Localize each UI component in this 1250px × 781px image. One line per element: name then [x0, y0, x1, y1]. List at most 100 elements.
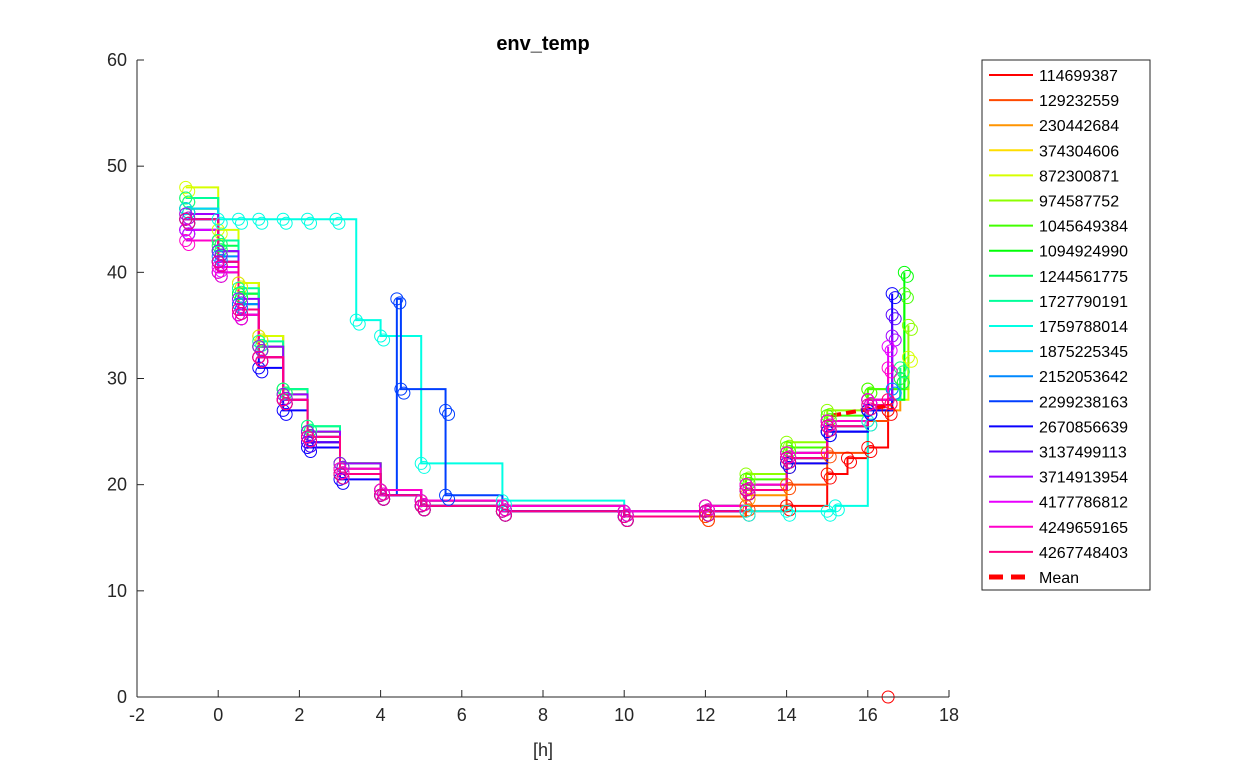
data-point-marker — [214, 237, 228, 251]
data-point-marker — [255, 354, 269, 368]
data-point-marker — [255, 365, 269, 379]
data-point-marker — [820, 446, 834, 460]
data-point-marker — [417, 460, 431, 474]
data-point-marker — [214, 216, 228, 230]
data-point-marker — [179, 233, 193, 247]
data-point-marker — [780, 478, 794, 492]
data-point-marker — [252, 329, 266, 343]
data-point-marker — [279, 407, 293, 421]
data-point-marker — [374, 329, 388, 343]
data-point-marker — [182, 237, 196, 251]
data-point-marker — [179, 207, 193, 221]
data-point-marker — [301, 419, 315, 433]
data-point-marker — [211, 233, 225, 247]
data-point-marker — [901, 318, 915, 332]
data-point-marker — [279, 216, 293, 230]
data-point-marker — [390, 292, 404, 306]
data-point-marker — [897, 265, 911, 279]
data-point-marker — [739, 499, 753, 513]
data-point-marker — [780, 451, 794, 465]
data-point-marker — [739, 483, 753, 497]
data-point-marker — [495, 504, 509, 518]
data-point-marker — [783, 455, 797, 469]
series-line — [185, 218, 890, 518]
data-point-marker — [841, 451, 854, 465]
data-point-marker — [739, 467, 753, 481]
data-point-marker — [232, 292, 245, 306]
data-point-marker — [304, 445, 318, 459]
data-point-marker — [374, 488, 388, 502]
data-point-marker — [864, 418, 878, 432]
data-point-marker — [179, 212, 193, 226]
x-tick-label: 6 — [457, 705, 467, 725]
y-tick-label: 40 — [107, 262, 127, 282]
data-point-marker — [881, 393, 895, 407]
legend-label: 1875225345 — [1039, 344, 1128, 361]
data-point-marker — [276, 382, 290, 396]
data-point-marker — [252, 340, 266, 354]
data-point-marker — [393, 296, 407, 310]
data-point-marker — [349, 313, 363, 327]
data-point-marker — [214, 259, 228, 273]
data-point-marker — [823, 471, 837, 485]
data-point-marker — [820, 414, 834, 428]
data-point-marker — [232, 302, 245, 316]
data-point-marker — [881, 403, 895, 417]
x-tick-label: 2 — [294, 705, 304, 725]
data-point-marker — [888, 291, 902, 305]
data-point-marker — [276, 387, 290, 401]
data-point-marker — [304, 439, 318, 453]
data-point-marker — [881, 361, 895, 375]
data-point-marker — [828, 499, 842, 513]
data-point-marker — [235, 285, 248, 299]
data-point-marker — [884, 344, 898, 358]
data-point-marker — [884, 365, 898, 379]
data-point-marker — [279, 397, 293, 411]
data-point-marker — [336, 471, 350, 485]
data-point-marker — [211, 265, 225, 279]
series-line — [185, 218, 869, 513]
data-point-marker — [214, 248, 228, 262]
data-point-marker — [214, 269, 228, 283]
data-point-marker — [864, 402, 878, 416]
data-point-marker — [780, 499, 794, 513]
data-point-marker — [333, 456, 347, 470]
data-point-marker — [182, 184, 196, 198]
data-point-marker — [861, 398, 875, 412]
data-point-marker — [439, 403, 453, 417]
y-tick-label: 10 — [107, 581, 127, 601]
data-point-marker — [904, 322, 918, 336]
data-point-marker — [235, 296, 248, 310]
data-point-marker — [893, 372, 907, 385]
legend-label: 4267748403 — [1039, 545, 1128, 562]
data-point-marker — [214, 227, 228, 241]
data-point-marker — [252, 212, 266, 226]
data-point-marker — [182, 227, 196, 241]
data-point-marker — [252, 334, 266, 348]
data-point-marker — [888, 312, 902, 326]
data-point-marker — [301, 212, 315, 226]
legend-label: Mean — [1039, 570, 1079, 587]
data-point-marker — [820, 419, 834, 433]
y-tick-label: 20 — [107, 475, 127, 495]
data-point-marker — [617, 510, 631, 524]
data-point-marker — [780, 441, 794, 455]
legend-label: 1244561775 — [1039, 269, 1128, 286]
data-point-marker — [881, 340, 895, 354]
data-point-marker — [336, 476, 350, 490]
data-point-marker — [739, 472, 753, 486]
data-point-marker — [179, 180, 193, 194]
data-point-marker — [276, 212, 290, 226]
data-point-marker — [820, 409, 834, 423]
data-point-marker — [211, 244, 225, 258]
data-point-marker — [442, 407, 456, 421]
data-point-marker — [235, 312, 248, 326]
data-point-marker — [498, 508, 512, 522]
x-tick-label: 8 — [538, 705, 548, 725]
x-tick-label: 4 — [376, 705, 386, 725]
x-axis-label: [h] — [533, 740, 553, 760]
y-tick-label: 60 — [107, 50, 127, 70]
data-point-marker — [439, 488, 453, 502]
legend: 114699387 129232559 230442684 374304606 8723… — [981, 59, 1151, 591]
